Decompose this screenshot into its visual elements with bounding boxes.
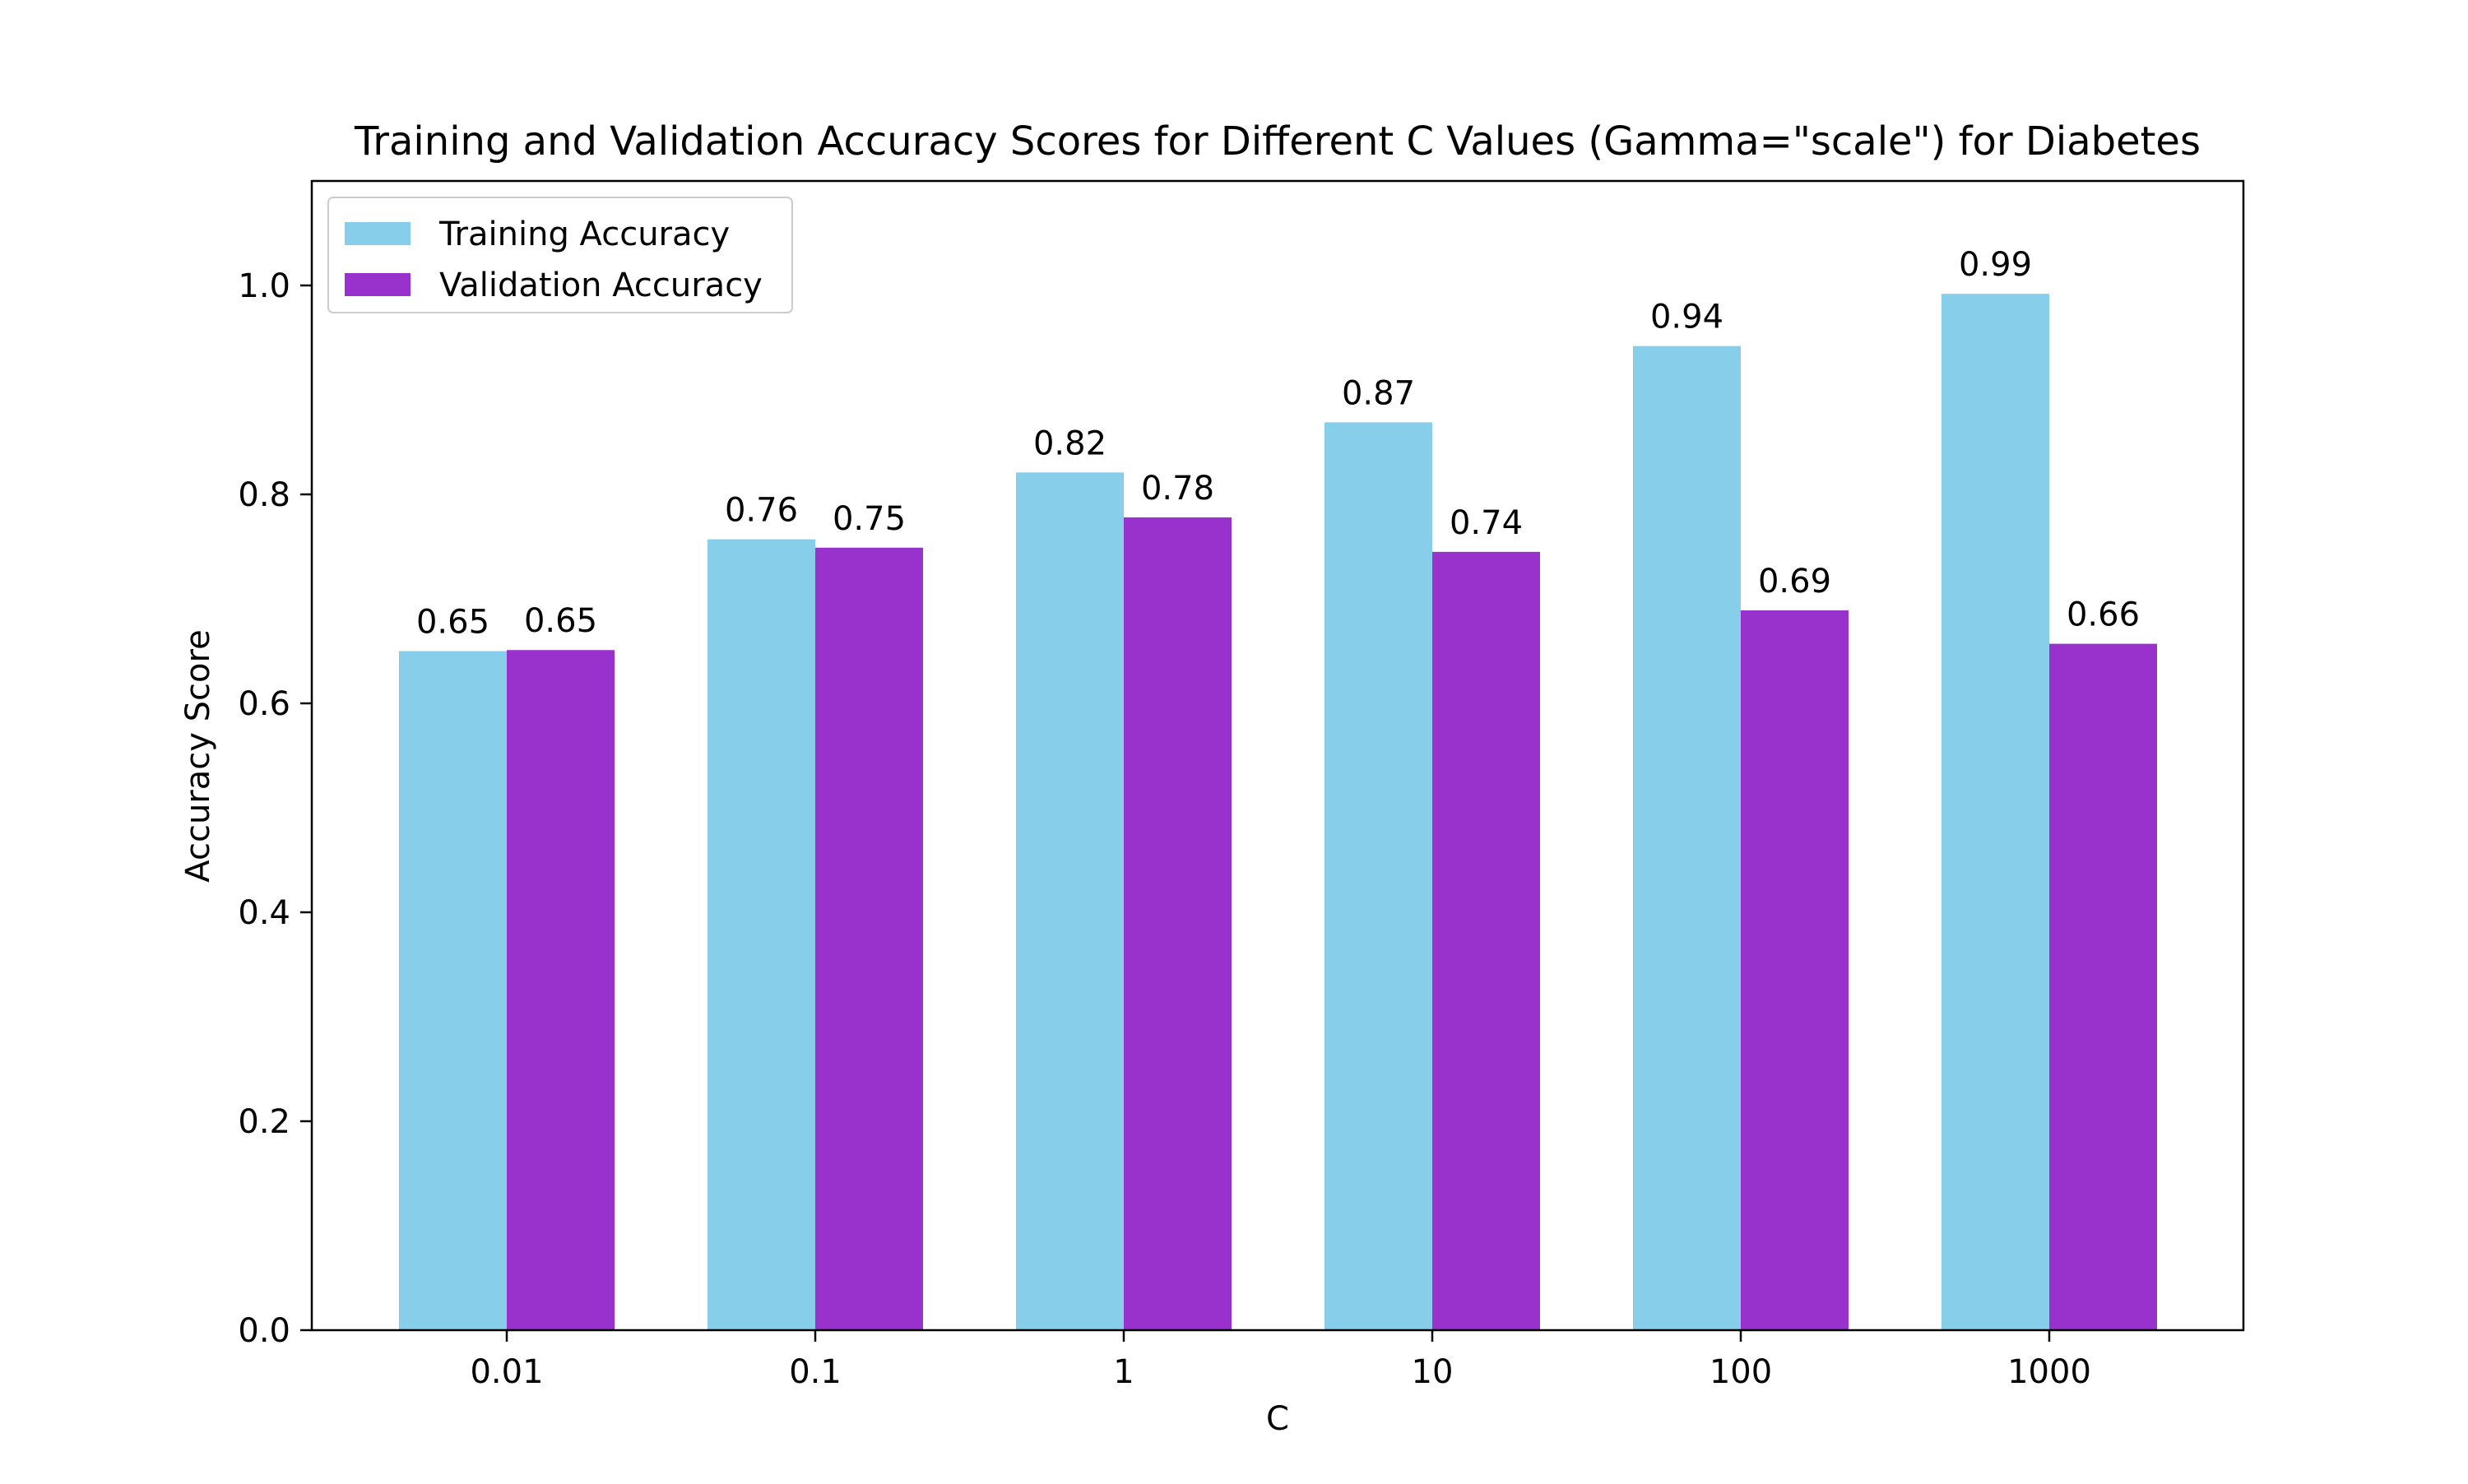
y-tick-label: 0.0	[238, 1312, 290, 1350]
x-axis-label: C	[1266, 1400, 1289, 1438]
x-tick-label: 100	[1710, 1353, 1772, 1391]
bar-value-label: 0.66	[2067, 596, 2140, 634]
bar-value-label: 0.78	[1141, 470, 1214, 508]
x-tick-label: 10	[1412, 1353, 1454, 1391]
legend-swatch-validation	[345, 273, 411, 296]
legend-box	[327, 197, 793, 313]
bar-value-label: 0.65	[524, 602, 597, 640]
y-tick-label: 1.0	[238, 267, 290, 305]
x-tick-label: 0.01	[470, 1353, 543, 1391]
bar-training-3	[1324, 422, 1432, 1330]
legend-label-validation: Validation Accuracy	[439, 267, 763, 304]
bar-value-label: 0.69	[1758, 563, 1831, 601]
bar-training-2	[1016, 472, 1124, 1330]
bar-value-label: 0.76	[725, 492, 798, 530]
chart-title: Training and Validation Accuracy Scores …	[354, 118, 2201, 165]
bar-value-label: 0.94	[1650, 299, 1723, 336]
x-tick-label: 1000	[2007, 1353, 2091, 1391]
legend-swatch-training	[345, 222, 411, 245]
bar-value-label: 0.87	[1342, 374, 1415, 412]
bar-value-label: 0.65	[416, 604, 489, 642]
bar-value-label: 0.75	[833, 500, 906, 538]
x-tick-label: 0.1	[789, 1353, 842, 1391]
bar-training-1	[707, 539, 815, 1330]
legend-label-training: Training Accuracy	[438, 216, 730, 253]
bar-training-4	[1633, 345, 1741, 1330]
bar-value-label: 0.74	[1450, 504, 1523, 542]
bar-validation-4	[1741, 610, 1849, 1330]
bar-validation-1	[815, 547, 923, 1330]
y-tick-label: 0.6	[238, 685, 290, 723]
bar-validation-5	[2049, 643, 2157, 1330]
y-tick-label: 0.8	[238, 476, 290, 514]
bar-training-5	[1941, 294, 2049, 1330]
bar-validation-2	[1124, 517, 1232, 1330]
bar-validation-0	[507, 650, 615, 1330]
bar-value-label: 0.99	[1959, 246, 2032, 284]
y-axis-label: Accuracy Score	[179, 629, 217, 882]
bar-value-label: 0.82	[1033, 424, 1106, 462]
bar-validation-3	[1432, 551, 1540, 1330]
plot-frame	[310, 179, 2245, 1332]
x-tick-label: 1	[1113, 1353, 1134, 1391]
bar-training-0	[399, 651, 507, 1330]
y-tick-label: 0.2	[238, 1103, 290, 1141]
y-tick-label: 0.4	[238, 894, 290, 932]
